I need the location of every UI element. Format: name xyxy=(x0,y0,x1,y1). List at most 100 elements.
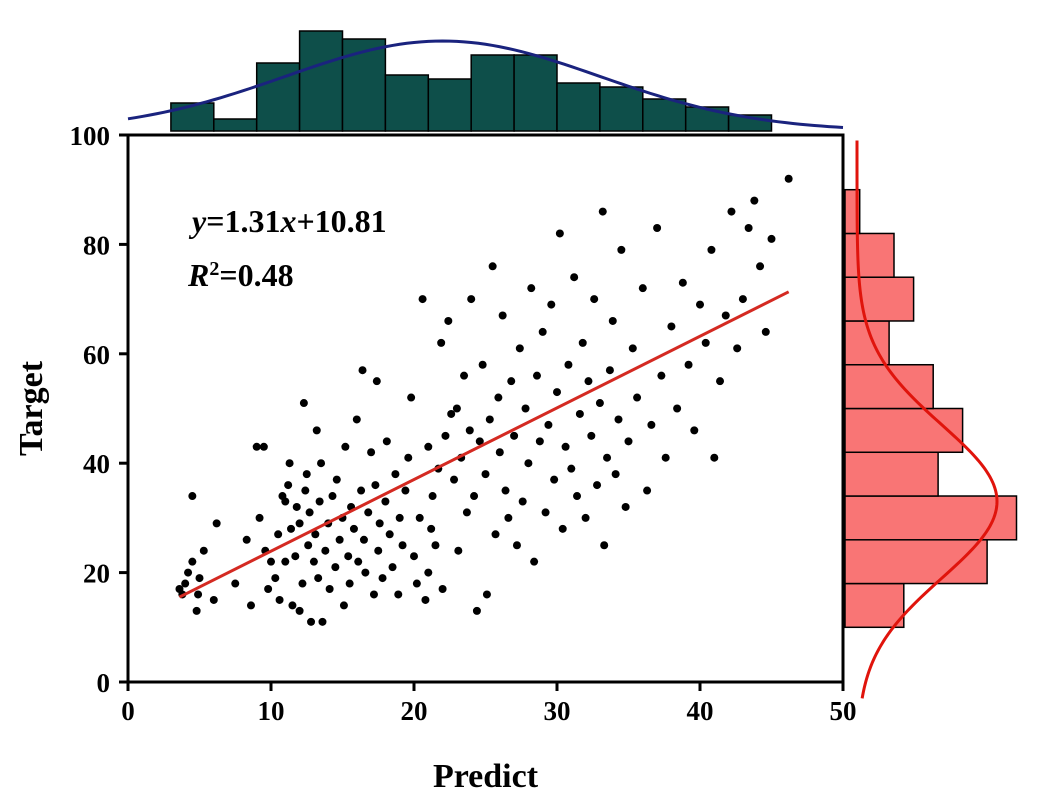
scatter-point xyxy=(667,322,676,331)
scatter-point xyxy=(354,557,363,566)
scatter-point xyxy=(501,486,510,495)
scatter-point xyxy=(481,470,490,479)
scatter-point xyxy=(288,601,297,610)
plot-frame xyxy=(126,133,845,684)
scatter-point xyxy=(311,530,320,539)
scatter-point xyxy=(259,442,268,451)
x-tick-label: 10 xyxy=(258,696,285,726)
scatter-point xyxy=(344,552,353,561)
scatter-point xyxy=(564,360,573,369)
scatter-point xyxy=(415,513,424,522)
scatter-point xyxy=(345,579,354,588)
y-tick-label: 20 xyxy=(83,559,110,589)
top-hist-bar xyxy=(556,82,601,132)
top-hist-bar xyxy=(213,118,258,132)
scatter-point xyxy=(488,262,497,271)
scatter-point xyxy=(587,431,596,440)
scatter-point xyxy=(573,492,582,501)
scatter-point xyxy=(570,273,579,282)
scatter-point xyxy=(252,442,261,451)
scatter-point xyxy=(647,420,656,429)
scatter-point xyxy=(498,311,507,320)
right-hist-bar xyxy=(844,276,915,322)
right-hist-bar xyxy=(844,495,1018,541)
scatter-point xyxy=(298,579,307,588)
scatter-point xyxy=(716,377,725,386)
r2-value: =0.48 xyxy=(219,257,293,293)
equation-intercept: +10.81 xyxy=(296,203,386,239)
top-hist-bar xyxy=(599,86,644,132)
scatter-point xyxy=(421,595,430,604)
scatter-point xyxy=(424,442,433,451)
scatter-point xyxy=(624,437,633,446)
scatter-point xyxy=(301,486,310,495)
scatter-point xyxy=(590,295,599,304)
scatter-point xyxy=(364,508,373,517)
scatter-point xyxy=(328,492,337,501)
scatter-point xyxy=(371,481,380,490)
scatter-point xyxy=(478,360,487,369)
scatter-point xyxy=(524,459,533,468)
scatter-point xyxy=(462,508,471,517)
x-tick-label: 20 xyxy=(401,696,428,726)
top-hist-bar xyxy=(170,102,215,132)
scatter-point xyxy=(575,409,584,418)
fit-line xyxy=(178,290,790,599)
scatter-point xyxy=(401,486,410,495)
scatter-point xyxy=(598,207,607,216)
scatter-point xyxy=(510,431,519,440)
x-tick-label: 30 xyxy=(544,696,571,726)
scatter-point xyxy=(561,442,570,451)
scatter-point xyxy=(412,579,421,588)
scatter-point xyxy=(727,207,736,216)
scatter-point xyxy=(657,371,666,380)
scatter-point xyxy=(611,470,620,479)
top-histogram xyxy=(127,30,844,132)
scatter-point xyxy=(212,519,221,528)
scatter-point xyxy=(447,409,456,418)
scatter-point xyxy=(437,338,446,347)
scatter-point xyxy=(317,459,326,468)
scatter-point xyxy=(605,366,614,375)
top-density-curve xyxy=(127,39,844,129)
scatter-point xyxy=(314,574,323,583)
scatter-point xyxy=(375,519,384,528)
scatter-point xyxy=(194,590,203,599)
scatter-point xyxy=(427,524,436,533)
scatter-point xyxy=(558,524,567,533)
scatter-point xyxy=(184,568,193,577)
scatter-point xyxy=(292,502,301,511)
right-hist-bar xyxy=(844,539,988,585)
scatter-point xyxy=(707,245,716,254)
scatter-point xyxy=(255,513,264,522)
equation-slope: =1.31 xyxy=(206,203,280,239)
y-tick-label: 0 xyxy=(97,668,111,698)
scatter-point xyxy=(388,563,397,572)
scatter-point xyxy=(188,557,197,566)
scatter-point xyxy=(372,377,381,386)
scatter-point xyxy=(485,415,494,424)
scatter-point xyxy=(374,546,383,555)
scatter-point xyxy=(475,437,484,446)
scatter-point xyxy=(418,295,427,304)
scatter-point xyxy=(304,541,313,550)
scatter-point xyxy=(246,601,255,610)
scatter-point xyxy=(349,524,358,533)
right-density-curve xyxy=(855,140,999,699)
scatter-point xyxy=(271,574,280,583)
scatter-point xyxy=(470,492,479,501)
scatter-point xyxy=(382,437,391,446)
top-hist-bar xyxy=(513,54,558,132)
top-hist-bar xyxy=(384,74,430,132)
scatter-point xyxy=(404,453,413,462)
right-hist-bar xyxy=(844,451,939,497)
scatter-point xyxy=(302,470,311,479)
top-hist-bar xyxy=(298,30,344,132)
top-hist-bar xyxy=(642,98,687,132)
scatter-point xyxy=(532,371,541,380)
scatter-point xyxy=(633,393,642,402)
scatter-points xyxy=(175,174,793,626)
scatter-point xyxy=(231,579,240,588)
